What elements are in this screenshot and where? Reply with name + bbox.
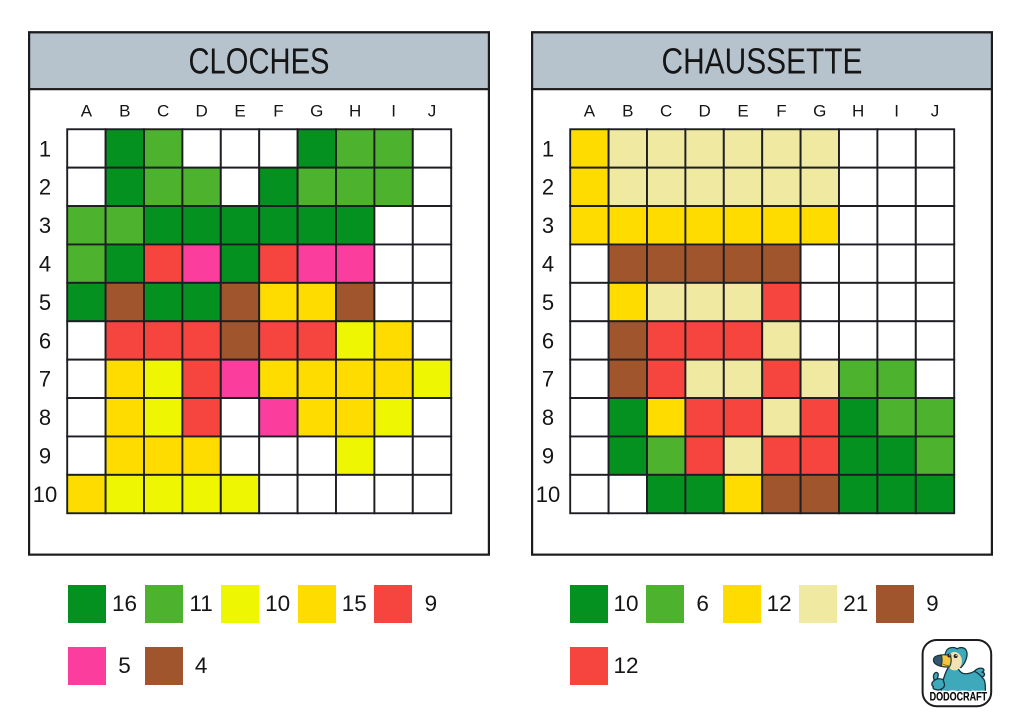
svg-text:H: H	[852, 101, 864, 120]
svg-text:8: 8	[39, 405, 51, 430]
svg-text:C: C	[660, 101, 672, 120]
svg-text:H: H	[349, 101, 361, 120]
svg-text:B: B	[119, 101, 130, 120]
svg-text:I: I	[894, 101, 899, 120]
svg-text:CLOCHES: CLOCHES	[189, 40, 330, 81]
svg-text:8: 8	[542, 405, 554, 430]
svg-text:A: A	[584, 101, 596, 120]
svg-text:I: I	[391, 101, 396, 120]
svg-text:5: 5	[542, 290, 554, 315]
svg-text:CHAUSSETTE: CHAUSSETTE	[662, 40, 863, 81]
svg-text:9: 9	[39, 443, 51, 468]
svg-text:J: J	[428, 101, 437, 120]
svg-text:D: D	[195, 101, 207, 120]
svg-text:F: F	[273, 101, 283, 120]
svg-text:DODOCRAFT: DODOCRAFT	[930, 689, 988, 703]
svg-text:G: G	[813, 101, 826, 120]
svg-text:5: 5	[39, 290, 51, 315]
svg-text:E: E	[737, 101, 748, 120]
svg-text:1: 1	[542, 136, 554, 161]
svg-text:10: 10	[536, 482, 560, 507]
svg-text:2: 2	[39, 175, 51, 200]
svg-text:6: 6	[542, 328, 554, 353]
svg-text:6: 6	[39, 328, 51, 353]
svg-text:3: 3	[542, 213, 554, 238]
svg-text:E: E	[234, 101, 245, 120]
svg-text:J: J	[931, 101, 940, 120]
svg-text:1: 1	[39, 136, 51, 161]
svg-text:D: D	[698, 101, 710, 120]
svg-text:4: 4	[39, 251, 51, 276]
svg-text:7: 7	[39, 367, 51, 392]
svg-text:G: G	[310, 101, 323, 120]
svg-text:9: 9	[542, 443, 554, 468]
svg-text:3: 3	[39, 213, 51, 238]
svg-text:2: 2	[542, 175, 554, 200]
svg-text:A: A	[81, 101, 93, 120]
svg-text:F: F	[776, 101, 786, 120]
svg-text:10: 10	[33, 482, 57, 507]
svg-text:7: 7	[542, 367, 554, 392]
svg-text:C: C	[157, 101, 169, 120]
svg-text:B: B	[622, 101, 633, 120]
svg-text:DODOCRAFT: DODOCRAFT	[930, 689, 988, 703]
svg-text:4: 4	[542, 251, 554, 276]
